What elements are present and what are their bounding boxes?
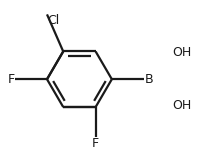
Text: B: B [144,73,153,86]
Text: OH: OH [172,99,191,112]
Text: OH: OH [172,46,191,59]
Text: F: F [8,73,15,86]
Text: Cl: Cl [47,14,59,27]
Text: F: F [92,137,99,150]
